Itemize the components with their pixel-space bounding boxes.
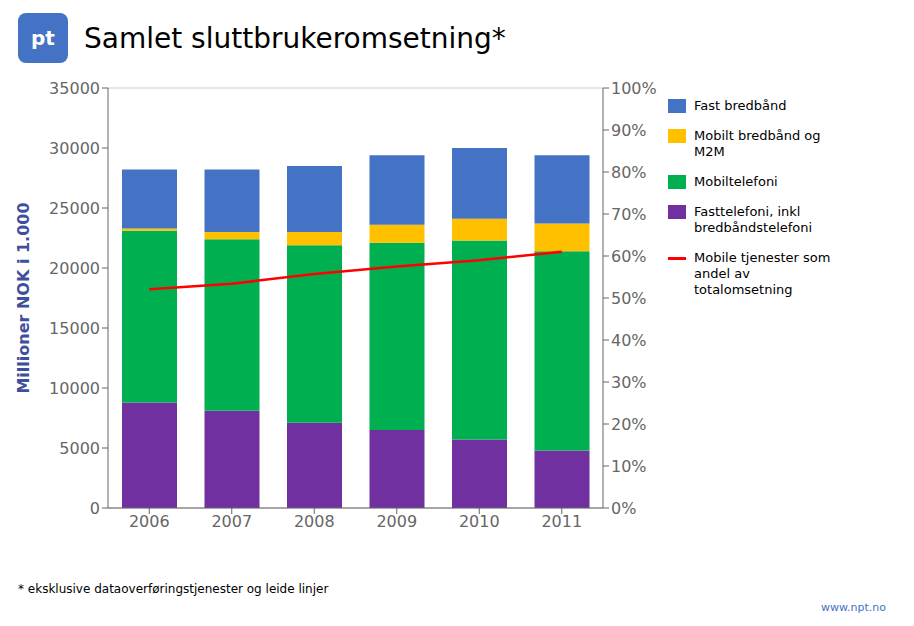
svg-text:2009: 2009 xyxy=(376,512,417,531)
html-text:Mobile tjenester som andel av: Mobile tjenester som andel av totalomset… xyxy=(694,250,831,297)
svg-text:80%: 80% xyxy=(611,163,647,182)
html-text:pt: pt xyxy=(31,26,55,50)
svg-text:2010: 2010 xyxy=(459,512,500,531)
svg-text:30000: 30000 xyxy=(49,139,100,158)
svg-text:Millioner NOK i 1.000: Millioner NOK i 1.000 xyxy=(14,202,33,393)
svg-text:10%: 10% xyxy=(611,457,647,476)
svg-text:10000: 10000 xyxy=(49,379,100,398)
svg-text:2007: 2007 xyxy=(211,512,252,531)
svg-text:40%: 40% xyxy=(611,331,647,350)
svg-text:30%: 30% xyxy=(611,373,647,392)
svg-text:15000: 15000 xyxy=(49,319,100,338)
svg-text:70%: 70% xyxy=(611,205,647,224)
svg-text:60%: 60% xyxy=(611,247,647,266)
html-text:Samlet sluttbrukeromsetning*: Samlet sluttbrukeromsetning* xyxy=(84,21,506,55)
html-text:Fasttelefoni, inkl bredbåndste: Fasttelefoni, inkl bredbåndstelefoni xyxy=(694,204,813,235)
svg-text:2008: 2008 xyxy=(294,512,335,531)
html-text:* eksklusive dataoverføringstj: * eksklusive dataoverføringstjenester og… xyxy=(18,582,329,596)
svg-text:0: 0 xyxy=(90,499,100,518)
svg-text:0%: 0% xyxy=(611,499,636,518)
svg-text:100%: 100% xyxy=(611,79,657,98)
html-text:Mobilt bredbånd og M2M: Mobilt bredbånd og M2M xyxy=(694,128,821,159)
svg-text:2006: 2006 xyxy=(129,512,170,531)
svg-text:5000: 5000 xyxy=(59,439,100,458)
html-text:Fast bredbånd: Fast bredbånd xyxy=(694,98,787,113)
svg-text:35000: 35000 xyxy=(49,79,100,98)
svg-text:20%: 20% xyxy=(611,415,647,434)
svg-text:20000: 20000 xyxy=(49,259,100,278)
html-text:Mobiltelefoni: Mobiltelefoni xyxy=(694,174,778,189)
svg-text:50%: 50% xyxy=(611,289,647,308)
svg-text:90%: 90% xyxy=(611,121,647,140)
svg-text:2011: 2011 xyxy=(541,512,582,531)
svg-text:25000: 25000 xyxy=(49,199,100,218)
html-text:www.npt.no: www.npt.no xyxy=(821,601,886,614)
